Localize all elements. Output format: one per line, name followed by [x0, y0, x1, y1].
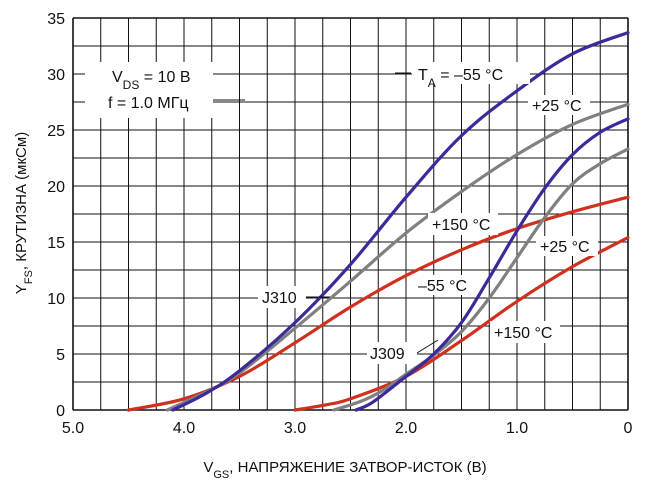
- series-line: [332, 147, 630, 412]
- conditions-annotation: VDS = 10 В f = 1.0 МГц: [85, 62, 213, 118]
- x-tick-labels: 5.0 4.0 3.0 2.0 1.0 0: [62, 420, 633, 437]
- conditions-background: [85, 62, 213, 118]
- x-tick-label: 0: [624, 420, 633, 437]
- j309-label-bg: [367, 342, 417, 364]
- y-tick-label: 30: [47, 67, 65, 84]
- y-tick-label: 35: [47, 11, 65, 28]
- label-p25-lower: +25 °C: [540, 239, 590, 256]
- label-p25-upper: +25 °C: [532, 98, 582, 115]
- series-line: [354, 117, 630, 412]
- x-tick-label: 1.0: [506, 420, 528, 437]
- label-ta-minus55: TA = –55 °C: [418, 67, 503, 90]
- series-line: [171, 31, 630, 412]
- label-m55-lower: –55 °C: [418, 278, 467, 295]
- y-axis-title: YFS, КРУТИЗНА (мкСм): [13, 132, 35, 294]
- y-tick-label: 15: [47, 235, 65, 252]
- x-axis-title: VGS, НАПРЯЖЕНИЕ ЗАТВОР-ИСТОК (В): [203, 459, 486, 481]
- x-tick-label: 2.0: [395, 420, 417, 437]
- x-tick-label: 5.0: [62, 420, 84, 437]
- leader-line: [416, 339, 439, 354]
- freq-condition: f = 1.0 МГц: [108, 95, 189, 112]
- y-tick-label: 20: [47, 179, 65, 196]
- p150-upper-bg: [428, 213, 498, 235]
- curves: [126, 31, 630, 412]
- y-tick-label: 10: [47, 291, 65, 308]
- curve-labels: TA = –55 °C +25 °C +150 °C +25 °C –55 °C…: [258, 62, 598, 364]
- j310-label-bg: [258, 286, 306, 308]
- ta-label-bg: [412, 62, 530, 84]
- label-p150-upper: +150 °C: [432, 217, 490, 234]
- y-tick-label: 0: [56, 403, 65, 420]
- x-tick-label: 4.0: [173, 420, 195, 437]
- y-tick-label: 5: [56, 347, 65, 364]
- x-tick-label: 3.0: [284, 420, 306, 437]
- label-j310: J310: [262, 290, 297, 307]
- label-j309: J309: [370, 346, 405, 363]
- label-p150-lower: +150 °C: [494, 325, 552, 342]
- p150-lower-bg: [490, 321, 560, 343]
- m55-lower-bg: [415, 275, 473, 295]
- vds-condition: VDS = 10 В: [112, 69, 191, 92]
- series-line: [165, 102, 630, 412]
- series-line: [293, 235, 630, 412]
- p25-upper-bg: [528, 95, 590, 115]
- y-tick-label: 25: [47, 123, 65, 140]
- y-tick-labels: 0 5 10 15 20 25 30 35: [47, 11, 65, 420]
- p25-lower-bg: [536, 236, 598, 256]
